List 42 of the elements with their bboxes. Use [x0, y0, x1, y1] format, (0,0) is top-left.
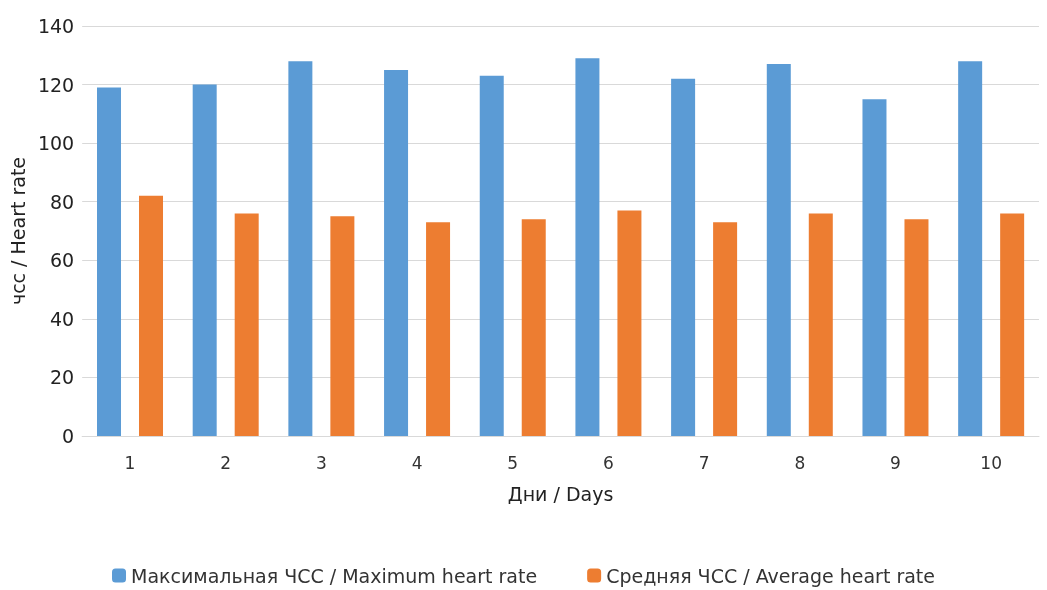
x-tick-label: 4	[411, 452, 423, 473]
bar	[139, 195, 164, 436]
bar	[330, 216, 355, 436]
bar	[1000, 213, 1025, 436]
y-axis-title: чсс / Heart rate	[6, 156, 29, 306]
y-tick-label: 40	[49, 307, 75, 330]
bar	[671, 78, 696, 436]
legend-label: Средняя ЧСС / Average heart rate	[606, 564, 935, 587]
bar	[766, 64, 791, 436]
bar	[617, 210, 642, 436]
x-tick-label: 9	[890, 452, 901, 473]
y-tick-label: 120	[37, 73, 75, 96]
bar	[521, 219, 546, 436]
x-tick-label: 8	[794, 452, 806, 473]
bar	[97, 87, 122, 436]
y-tick-label: 20	[49, 366, 75, 389]
y-tick-label: 100	[37, 132, 75, 155]
bar	[713, 222, 738, 436]
x-tick-label: 1	[124, 452, 136, 473]
bar	[426, 222, 451, 436]
legend-label: Максимальная ЧСС / Maximum heart rate	[131, 564, 538, 587]
x-tick-label: 10	[980, 452, 1002, 473]
x-tick-label: 7	[698, 452, 710, 473]
bar	[479, 75, 504, 436]
y-tick-label: 60	[49, 249, 75, 272]
bar	[192, 84, 217, 436]
x-tick-label: 5	[507, 452, 519, 473]
x-tick-label: 2	[220, 452, 232, 473]
bar	[808, 213, 833, 436]
x-axis-title: Дни / Days	[507, 482, 614, 505]
y-tick-label: 140	[37, 15, 75, 37]
bar	[958, 61, 983, 436]
bar	[288, 61, 313, 436]
bar	[575, 58, 600, 436]
x-tick-label: 6	[603, 452, 614, 473]
y-tick-label: 80	[49, 190, 75, 213]
bar	[862, 99, 887, 436]
bar	[234, 213, 259, 436]
x-tick-label: 3	[315, 452, 327, 473]
bar	[384, 69, 409, 436]
y-tick-label: 0	[62, 425, 75, 447]
bar	[904, 219, 929, 436]
